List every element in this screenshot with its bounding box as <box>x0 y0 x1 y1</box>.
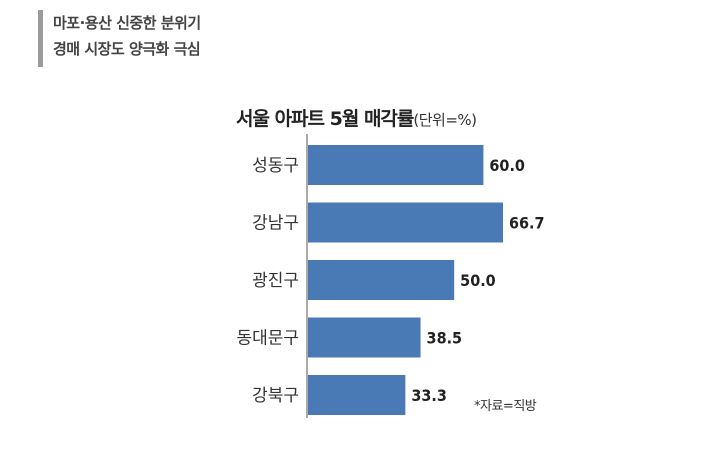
value-label-4: 33.3 <box>411 386 447 405</box>
chart-title-block: 서울 아파트 5월 매각률(단위=%) <box>236 104 536 131</box>
source-note: *자료=직방 <box>474 399 537 414</box>
headline-block: 마포·용산 신중한 분위기 경매 시장도 양극화 극심 <box>38 10 398 67</box>
bar-0 <box>308 145 484 185</box>
headline-line-1: 마포·용산 신중한 분위기 <box>53 14 201 32</box>
chart-unit: (단위=%) <box>413 111 477 129</box>
category-label-0: 성동구 <box>252 156 299 176</box>
chart-title: 서울 아파트 5월 매각률 <box>236 108 414 130</box>
category-label-1: 강남구 <box>252 214 299 234</box>
value-label-2: 50.0 <box>460 271 496 290</box>
value-label-3: 38.5 <box>427 329 463 348</box>
value-label-0: 60.0 <box>489 156 525 175</box>
value-label-1: 66.7 <box>509 214 545 233</box>
headline-line-2: 경매 시장도 양극화 극심 <box>53 40 201 58</box>
bar-2 <box>308 260 455 300</box>
bar-1 <box>308 202 503 243</box>
bar-4 <box>308 375 406 415</box>
bar-3 <box>308 317 421 358</box>
category-label-4: 강북구 <box>252 386 299 406</box>
category-label-3: 동대문구 <box>236 329 299 349</box>
category-label-2: 광진구 <box>252 271 299 291</box>
